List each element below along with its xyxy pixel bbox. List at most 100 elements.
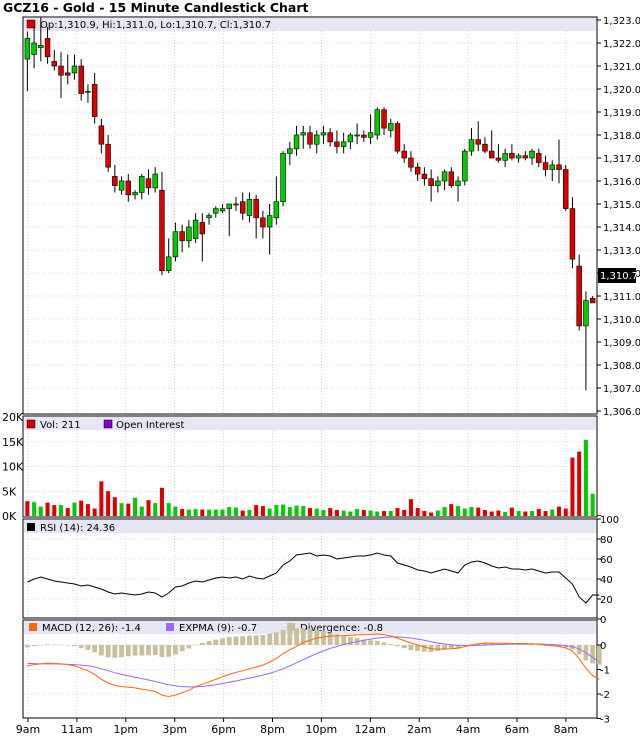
price-tick-label: 1,306.0: [603, 407, 640, 418]
candle-body: [441, 171, 448, 182]
divergence-bar: [58, 644, 64, 646]
candle-body: [273, 201, 280, 219]
volume-bar: [408, 499, 413, 516]
candle-body: [78, 65, 84, 94]
candle-body: [206, 215, 212, 219]
candle-body: [536, 153, 542, 163]
volume-bar: [45, 502, 50, 516]
volume-bar: [503, 512, 508, 516]
candle-body: [482, 143, 488, 152]
divergence-bar: [455, 645, 461, 648]
divergence-bar: [267, 633, 273, 645]
price-tick-label: 1,307.0: [603, 384, 640, 395]
volume-bar: [146, 500, 151, 516]
rsi-legend: RSI (14): 24.36: [40, 523, 115, 534]
divergence-bar: [78, 645, 84, 649]
candle-body: [91, 84, 98, 117]
price-tick-label: 1,308.0: [603, 361, 640, 372]
candle-body: [569, 208, 576, 260]
candle-body: [361, 134, 367, 138]
candle-body: [145, 178, 152, 189]
candle-body: [213, 208, 219, 214]
volume-bar: [294, 505, 299, 516]
volume-bars: [25, 439, 602, 516]
macd-tick-label: -1: [600, 666, 610, 677]
candle-body: [280, 153, 286, 202]
candle-body: [172, 231, 179, 258]
volume-bar: [274, 505, 279, 516]
volume-y-axis: 20K 15K 10K 5K 0K: [2, 411, 24, 523]
divergence-bar: [576, 645, 582, 655]
divergence-bar: [226, 637, 232, 645]
divergence-bar: [51, 644, 57, 646]
divergence-bar: [125, 645, 131, 657]
volume-bar: [173, 506, 178, 516]
expma-legend: EXPMA (9): -0.7: [179, 623, 257, 634]
volume-bar: [590, 493, 595, 516]
volume-bar: [254, 505, 259, 516]
volume-bar: [227, 507, 232, 516]
candle-body: [340, 141, 347, 147]
volume-bar: [395, 508, 400, 516]
candle-body: [179, 231, 185, 242]
candle-body: [307, 132, 313, 145]
divergence-bar: [489, 643, 495, 645]
volume-bar: [126, 503, 131, 516]
divergence-bar: [381, 642, 387, 645]
candle-body: [421, 173, 428, 180]
divergence-bar: [563, 645, 569, 648]
candle-body: [44, 38, 51, 58]
volume-bar: [509, 507, 514, 516]
price-tick-label: 1,322.0: [603, 39, 640, 50]
volume-bar: [119, 503, 124, 516]
macd-line: [27, 633, 600, 698]
candle-body: [118, 180, 125, 191]
divergence-bar: [31, 645, 37, 646]
divergence-bar: [536, 645, 542, 646]
candle-body: [239, 201, 246, 214]
volume-bar: [462, 508, 467, 516]
rsi-tick-label: 0: [600, 615, 606, 626]
volume-bar: [59, 505, 64, 516]
x-tick-label: 8am: [554, 723, 578, 736]
price-tick-label: 1,317.0: [603, 154, 640, 165]
macd-tick-label: -3: [600, 715, 610, 726]
divergence-bar: [422, 645, 427, 652]
divergence-bar: [260, 634, 266, 645]
price-tick-label: 1,309.0: [603, 338, 640, 349]
x-tick-label: 6am: [505, 723, 529, 736]
expma-line: [27, 636, 600, 688]
volume-bar: [496, 510, 501, 516]
candle-body: [589, 297, 596, 304]
candle-body: [38, 44, 44, 48]
x-tick-label: 2am: [407, 723, 431, 736]
rsi-tick-label: 20: [600, 595, 613, 606]
rsi-tick-label: 100: [600, 515, 619, 526]
volume-bar: [287, 507, 292, 516]
divergence-bar: [522, 644, 528, 646]
divergence-bar: [374, 640, 380, 645]
divergence-bar: [179, 645, 185, 652]
divergence-bar: [213, 639, 219, 645]
volume-bar: [247, 510, 252, 516]
candle-body: [266, 215, 273, 228]
volume-bar: [550, 509, 555, 516]
candle-body: [414, 166, 421, 175]
divergence-bar: [307, 628, 313, 645]
divergence-bar: [590, 645, 596, 664]
candle-body: [71, 65, 78, 74]
candle-body: [65, 72, 71, 76]
divergence-bar: [146, 645, 151, 656]
candle-body: [495, 157, 502, 161]
volume-bar: [72, 502, 77, 516]
macd-tick-label: 0: [600, 641, 606, 652]
rsi-line: [27, 552, 600, 604]
x-tick-label: 11am: [61, 723, 92, 736]
volume-bar: [153, 503, 158, 516]
divergence-bar: [347, 637, 353, 645]
price-tick-label: 1,321.0: [603, 62, 640, 73]
volume-legend: Vol: 211: [40, 420, 81, 431]
divergence-bar: [300, 627, 306, 645]
candle-body: [192, 219, 199, 239]
